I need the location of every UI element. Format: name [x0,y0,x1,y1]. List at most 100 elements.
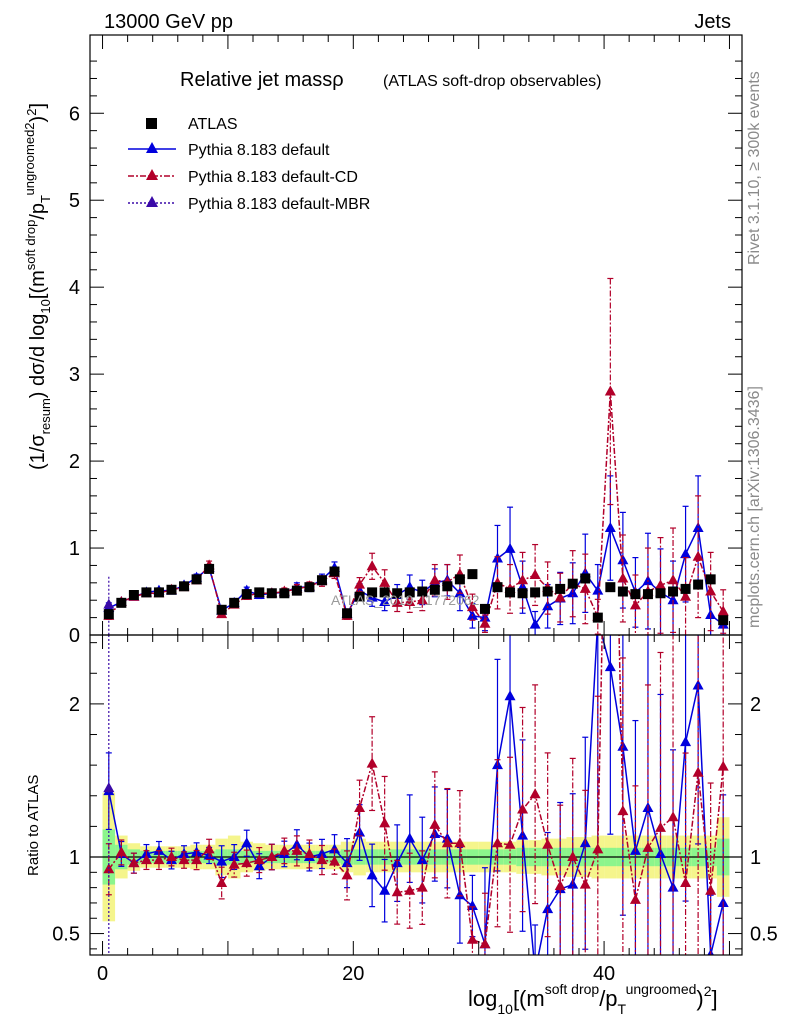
atlas-point [668,586,679,597]
ratio-cd-point [191,854,203,865]
ratio-cd-point [479,938,491,949]
default-point [604,522,616,533]
atlas-point [592,612,603,623]
cd-point [379,576,391,587]
atlas-point [367,587,378,598]
atlas-point [530,587,541,598]
ratio-cd-point [629,893,641,904]
default-line [108,525,724,627]
cd-line [108,391,724,626]
ratio-cd-point [203,843,215,854]
ratio-default-point [366,869,378,880]
ratio-cd-point [592,843,604,854]
atlas-point [680,583,691,594]
y-tick-label: 3 [69,364,80,386]
ratio-cd-point [278,844,290,855]
atlas-point [417,586,428,597]
rivet-version-label: Rivet 3.1.10, ≥ 300k events [746,71,763,265]
y-axis-label: (1/σresum) dσ/d log10[(msoft drop/pTungr… [22,103,53,470]
ratio-default-point [153,844,165,855]
ratio-default-point [680,736,692,747]
ratio-cd-point [379,817,391,828]
atlas-point [505,587,516,598]
legend: ATLAS Pythia 8.183 default Pythia 8.183 … [128,116,370,213]
ratio-cd-point [115,846,127,857]
cd-point [680,590,692,601]
cd-point [692,550,704,561]
svg-text:log10[(msoft drop/pTungroomed): log10[(msoft drop/pTungroomed)2] [468,981,718,1017]
cd-point [554,591,566,602]
y-tick-label: 0 [69,625,80,647]
ratio-cd-point [216,877,228,888]
legend-cd-marker [146,169,158,180]
default-point [504,542,516,553]
ratio-panel [90,635,742,976]
ratio-cd-point [178,854,190,865]
atlas-point [492,582,503,593]
legend-default-marker [146,142,158,153]
analysis-watermark: ATLAS_2019_I1772062 [331,592,480,608]
ratio-cd-point [542,838,554,849]
ratio-y-tick-label-right: 0.5 [750,924,778,946]
x-tick-label: 40 [593,963,615,985]
x-tick-label: 20 [342,963,364,985]
atlas-point [166,584,177,595]
atlas-point [655,588,666,599]
atlas-point [191,574,202,585]
ratio-cd-point [391,886,403,897]
cd-point [391,596,403,607]
title-sub: (ATLAS soft-drop observables) [383,73,601,90]
ratio-y-tick-label-right: 1 [750,847,761,869]
atlas-point [517,588,528,599]
atlas-point [617,586,628,597]
ratio-cd-point [429,818,441,829]
x-axis-label: log10[(msoft drop/pTungroomed)2] [468,981,718,1017]
cd-point [705,585,717,596]
cd-point [529,569,541,579]
atlas-point [291,585,302,596]
ratio-cd-point [166,851,177,862]
atlas-point [229,597,240,608]
atlas-point [454,574,465,585]
ratio-default-point [542,903,554,914]
atlas-point [718,615,729,626]
process-label: Jets [694,11,731,33]
ratio-default-point [316,847,328,858]
axes-ticks: 0 20 40 0 1 2 3 4 5 6 0.5 0.5 1 1 2 2 [52,35,778,985]
ratio-default-point [341,857,353,868]
atlas-point [266,588,277,599]
atlas-point [204,563,215,574]
atlas-point [392,588,403,599]
atlas-point [216,604,227,615]
ratio-y-tick-label: 1 [69,847,80,869]
ratio-cd-point [253,854,265,865]
cd-point [667,574,679,585]
atlas-point [103,609,114,620]
ratio-cd-line [108,635,724,946]
x-tick-label: 0 [97,963,108,985]
cd-point [404,595,416,606]
title-main: Relative jet massρ [180,69,344,91]
ratio-cd-point [153,854,165,865]
ratio-cd-point [567,851,579,862]
cd-point [629,599,641,610]
ratio-default-point [530,966,541,976]
atlas-point [555,583,566,594]
main-panel [103,277,729,635]
ratio-cd-point [404,884,416,895]
default-point [692,522,704,533]
ratio-cd-point [128,857,140,868]
atlas-point [354,591,365,602]
ratio-cd-point [667,811,679,822]
y-tick-label: 5 [69,190,80,212]
ratio-cd-point [140,854,152,865]
atlas-point [705,574,716,585]
ratio-cd-point [554,880,566,891]
ratio-default-point [216,855,228,866]
svg-text:(1/σresum) dσ/d log10[(msoft d: (1/σresum) dσ/d log10[(msoft drop/pTungr… [22,103,53,470]
atlas-point [479,603,490,614]
cd-point [604,385,616,396]
default-point [592,584,604,595]
atlas-point [567,578,578,589]
